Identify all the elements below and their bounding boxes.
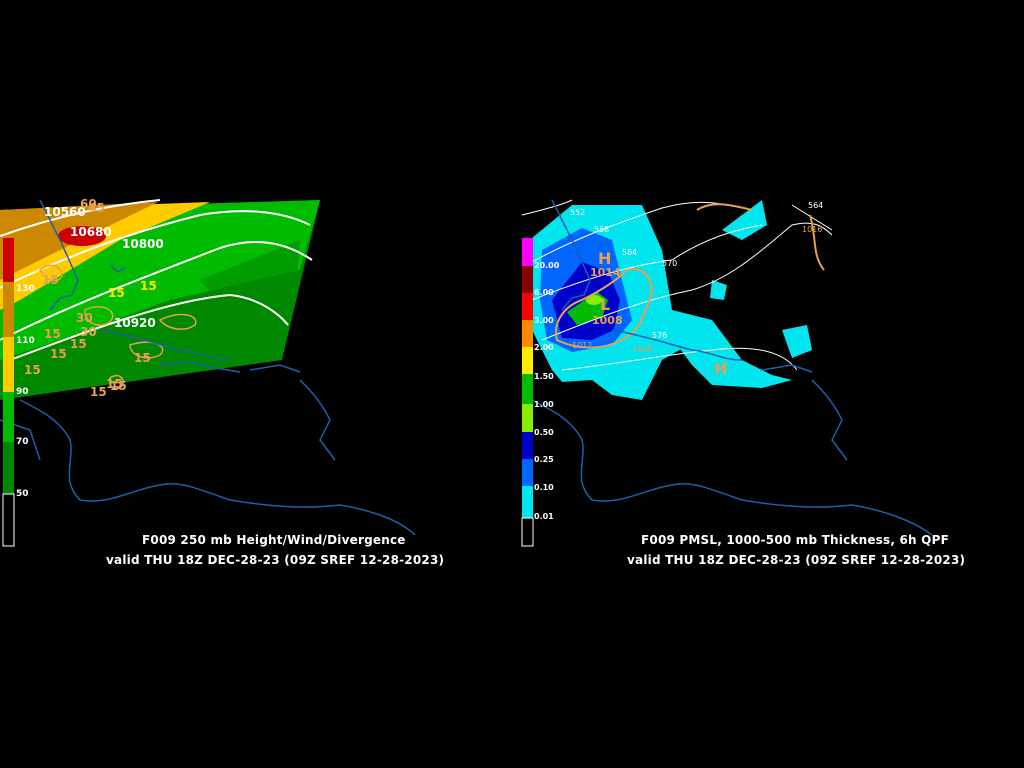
low-pressure-value: 1008 — [592, 314, 623, 327]
qpf-fill — [532, 200, 812, 400]
map-valid-time: valid THU 18Z DEC-28-23 (09Z SREF 12-28-… — [627, 553, 966, 567]
legend-swatch — [3, 392, 14, 442]
high-pressure-symbol-2: H — [714, 359, 727, 378]
divergence-contours — [39, 264, 197, 390]
height-label: 10920 — [114, 316, 156, 330]
legend-swatch — [2, 493, 15, 547]
thickness-label: 576 — [652, 331, 667, 340]
legend-label: 0.01 — [534, 512, 554, 521]
legend-swatch — [522, 266, 533, 293]
panel-pmsl-map: 552 558 564 570 576 564 1016 1012 1008 H… — [512, 0, 1024, 768]
legend-swatch — [3, 442, 14, 494]
legend-swatch — [522, 347, 533, 374]
high-pressure-symbol: H — [598, 249, 611, 268]
legend-swatch — [522, 404, 533, 432]
map-valid-time: valid THU 18Z DEC-28-23 (09Z SREF 12-28-… — [106, 553, 445, 567]
legend-swatch — [522, 374, 533, 404]
divergence-label: 15 — [106, 377, 123, 391]
thickness-label: 552 — [570, 208, 585, 217]
coastlines — [531, 199, 933, 536]
divergence-label: 45 — [88, 201, 105, 215]
isobar-labels: 1016 1012 1008 — [572, 225, 822, 354]
legend-label: 130 — [16, 284, 35, 294]
divergence-label: 15 — [70, 337, 87, 351]
map-250mb: 10560 10680 10800 10920 60 45 15 15 15 1… — [0, 197, 416, 547]
legend-label: 0.10 — [534, 483, 554, 492]
legend-swatch — [522, 320, 533, 347]
legend-label: 6.00 — [534, 288, 554, 297]
legend-label: 1.00 — [534, 400, 554, 409]
legend-swatch — [3, 337, 14, 392]
map-title: F009 250 mb Height/Wind/Divergence — [142, 533, 406, 547]
legend-swatch — [522, 293, 533, 320]
legend-label: 1.50 — [534, 372, 554, 381]
thickness-label: 558 — [594, 225, 609, 234]
legend-label: 90 — [16, 387, 29, 397]
isobar-label: 1008 — [632, 345, 652, 354]
panel-250mb-map: 10560 10680 10800 10920 60 45 15 15 15 1… — [0, 197, 445, 567]
divergence-label: 15 — [90, 385, 107, 399]
divergence-label: 15 — [24, 363, 41, 377]
map-pmsl-qpf: 552 558 564 570 576 564 1016 1012 1008 H… — [521, 199, 933, 547]
thickness-contours — [521, 199, 833, 371]
legend-label: 2.00 — [534, 343, 554, 352]
legend-swatch — [3, 238, 14, 282]
legend-label: 50 — [16, 489, 29, 499]
legend-label: 3.00 — [534, 316, 554, 325]
legend-label: 110 — [16, 336, 35, 346]
isobar-label: 1012 — [572, 341, 592, 350]
legend-label: 20.00 — [534, 261, 560, 270]
high-pressure-value: 1014 — [590, 266, 621, 279]
thickness-label: 564 — [622, 248, 637, 257]
legend-swatch — [522, 486, 533, 518]
legend-label: 0.25 — [534, 455, 554, 464]
map-title: F009 PMSL, 1000-500 mb Thickness, 6h QPF — [641, 533, 949, 547]
low-pressure-symbol: L — [600, 295, 610, 314]
height-contours — [0, 199, 313, 361]
legend-swatch — [522, 238, 533, 266]
divergence-label: 30 — [80, 325, 97, 339]
height-label: 10560 — [44, 205, 86, 219]
divergence-label: 15 — [42, 273, 59, 287]
legend-swatch — [3, 282, 14, 337]
wind-speed-fill — [0, 200, 320, 400]
pressure-centers: H 1014 L 1008 H — [590, 249, 727, 378]
height-label: 10680 — [70, 225, 112, 239]
wind-legend: 130 110 90 70 50 — [2, 238, 35, 547]
divergence-labels: 60 45 15 15 15 15 30 30 15 15 15 15 15 1… — [24, 197, 157, 399]
jet-max-core — [58, 226, 106, 246]
divergence-label: 15 — [110, 379, 127, 393]
isobar-label: 1016 — [802, 225, 822, 234]
legend-swatch — [521, 517, 534, 547]
divergence-label: 60 — [80, 197, 97, 211]
thickness-label: 564 — [808, 201, 823, 210]
divergence-label: 15 — [44, 327, 61, 341]
divergence-label: 15 — [140, 279, 157, 293]
divergence-label: 15 — [50, 347, 67, 361]
divergence-label: 15 — [134, 351, 151, 365]
height-label: 10800 — [122, 237, 164, 251]
thickness-label: 570 — [662, 259, 677, 268]
thickness-labels: 552 558 564 570 576 564 — [570, 201, 823, 340]
legend-swatch — [522, 459, 533, 486]
legend-swatch — [522, 432, 533, 459]
divergence-label: 15 — [108, 286, 125, 300]
qpf-legend: 20.00 6.00 3.00 2.00 1.50 1.00 0.50 0.25… — [521, 238, 560, 547]
height-labels: 10560 10680 10800 10920 — [44, 205, 164, 330]
divergence-label: 30 — [76, 311, 93, 325]
legend-label: 70 — [16, 437, 29, 447]
isobars — [555, 203, 825, 349]
legend-label: 0.50 — [534, 428, 554, 437]
